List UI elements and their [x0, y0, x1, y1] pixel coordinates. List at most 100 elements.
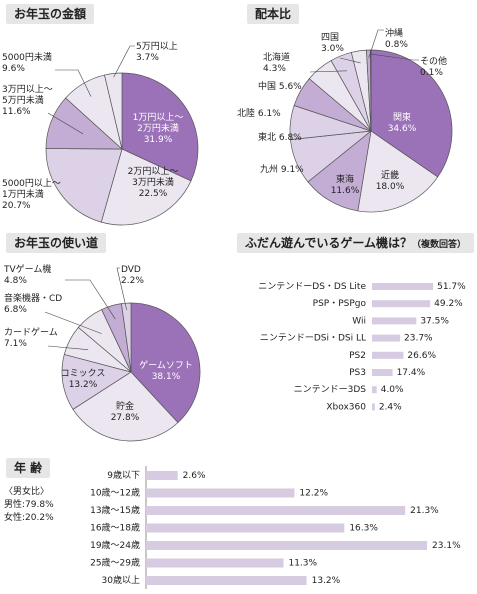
console-value-3: 23.7% [404, 334, 433, 344]
console-value-7: 2.4% [379, 402, 402, 412]
console-bar-7 [372, 403, 375, 411]
region-label-10: その他 0.1% [420, 55, 447, 78]
amount-label-4: 5000円未満 9.6% [2, 51, 52, 74]
use-leader-4 [44, 311, 102, 334]
gender-ratio-male: 男性:79.8% [4, 500, 54, 510]
console-bar-1 [372, 300, 431, 308]
use-label-2: コミックス 13.2% [61, 368, 106, 390]
region-label-5: 北陸 6.1% [237, 107, 281, 119]
age-category-6: 30歳以上 [102, 574, 140, 586]
use-label-6: DVD 2.2% [121, 265, 144, 286]
amount-label-5: 5万円以上 3.7% [136, 41, 178, 63]
region-slice-0 [370, 49, 453, 178]
age-bar-3 [146, 523, 345, 533]
amount-slice-2 [45, 148, 123, 223]
title-distribution: 配本比 [247, 4, 300, 24]
console-bar-5 [372, 369, 393, 376]
region-label-3: 九州 9.1% [260, 164, 304, 175]
region-label-4: 東北 6.8% [258, 131, 302, 143]
age-category-3: 16歳～18歳 [90, 522, 140, 534]
use-label-0: ゲームソフト 38.1% [139, 359, 193, 382]
age-bar-4 [146, 541, 428, 550]
region-leader-9 [368, 29, 384, 59]
gender-ratio-female: 女性:20.2% [4, 513, 54, 523]
amount-leader-3 [47, 112, 84, 135]
amount-leader-5 [113, 45, 135, 78]
region-label-6: 中国 5.6% [258, 80, 302, 92]
gender-ratio: 〈男女比〉 男性:79.8% 女性:20.2% [4, 486, 54, 525]
use-slice-0 [130, 302, 201, 424]
amount-slice-5 [104, 72, 123, 150]
age-bar-5 [146, 558, 284, 568]
age-bar-2 [146, 506, 406, 515]
amount-label-0: 1万円以上～ 2万円未満 31.9% [133, 112, 184, 145]
console-category-7: Xbox360 [326, 402, 366, 412]
region-slice-10 [370, 49, 372, 132]
age-category-2: 13歳～15歳 [90, 504, 140, 516]
title-game-consoles-main: ふだん遊んでいるゲーム機は？ [245, 236, 413, 250]
console-bar-3 [372, 334, 401, 342]
console-bar-2 [372, 317, 417, 325]
age-value-5: 11.3% [288, 559, 317, 569]
amount-slice-1 [100, 148, 192, 226]
use-leader-3 [47, 345, 89, 350]
use-leader-5 [65, 279, 116, 320]
region-label-1: 近畿 18.0% [376, 169, 405, 192]
use-slice-1 [72, 371, 179, 442]
use-label-1: 貯金 27.8% [111, 400, 140, 423]
age-value-4: 23.1% [432, 541, 461, 551]
age-value-1: 12.2% [299, 489, 328, 499]
console-category-5: PS3 [349, 368, 366, 378]
console-category-0: ニンテンドーDS・DS Lite [258, 281, 366, 292]
console-value-2: 37.5% [420, 316, 449, 326]
region-leader-7 [309, 70, 347, 73]
console-bar-6 [372, 386, 377, 394]
amount-leader-4 [55, 69, 92, 97]
console-bar-0 [372, 283, 434, 290]
console-value-6: 4.0% [381, 385, 404, 395]
console-category-2: Wii [352, 316, 366, 326]
console-category-1: PSP・PSPgo [313, 299, 367, 309]
region-label-9: 沖縄 0.8% [385, 27, 408, 50]
age-value-0: 2.6% [183, 471, 206, 481]
use-label-5: TVゲーム機 4.8% [3, 263, 51, 286]
console-category-3: ニンテンドーDSi・DSi LL [260, 333, 366, 344]
amount-label-1: 2万円以上～ 3万円未満 22.5% [128, 166, 179, 199]
title-game-consoles-note: （複数回答） [412, 240, 467, 250]
title-age: 年 齢 [6, 458, 51, 478]
console-value-4: 26.6% [407, 351, 436, 361]
use-leader-6 [116, 267, 128, 311]
age-bar-6 [146, 576, 307, 585]
console-category-4: PS2 [349, 351, 366, 361]
amount-label-2: 5000円以上～ 1万円未満 20.7% [2, 178, 61, 211]
region-label-0: 関東 34.6% [388, 111, 417, 134]
console-value-5: 17.4% [397, 368, 426, 378]
age-category-4: 19歳～24歳 [90, 539, 140, 551]
use-slice-2 [61, 353, 132, 410]
console-value-0: 51.7% [437, 282, 466, 292]
region-leader-8 [339, 57, 361, 64]
age-category-0: 9歳以下 [107, 469, 140, 481]
console-bar-4 [372, 351, 404, 359]
region-label-8: 四国 3.0% [321, 32, 344, 54]
region-label-2: 東海 11.6% [331, 173, 360, 196]
region-label-7: 北海道 4.3% [263, 51, 290, 74]
age-value-2: 21.3% [410, 506, 439, 516]
age-category-1: 10歳～12歳 [90, 487, 140, 499]
title-game-consoles: ふだん遊んでいるゲーム機は？（複数回答） [237, 233, 475, 253]
title-otoshidama-use: お年玉の使い道 [6, 233, 107, 253]
amount-label-3: 3万円以上～ 5万円未満 11.6% [2, 84, 53, 117]
console-category-6: ニンテンドー3DS [294, 384, 367, 395]
age-category-5: 25歳～29歳 [90, 557, 140, 569]
console-value-1: 49.2% [434, 299, 463, 309]
gender-ratio-title: 〈男女比〉 [4, 487, 50, 497]
age-value-6: 13.2% [312, 576, 341, 586]
age-bar-0 [146, 471, 178, 480]
use-label-4: 音楽機器・CD 6.8% [4, 292, 62, 315]
age-bar-1 [146, 488, 295, 498]
use-slice-6 [121, 302, 132, 373]
age-value-3: 16.3% [349, 524, 378, 534]
use-label-3: カードゲーム 7.1% [4, 326, 58, 349]
region-slice-1 [357, 130, 439, 213]
